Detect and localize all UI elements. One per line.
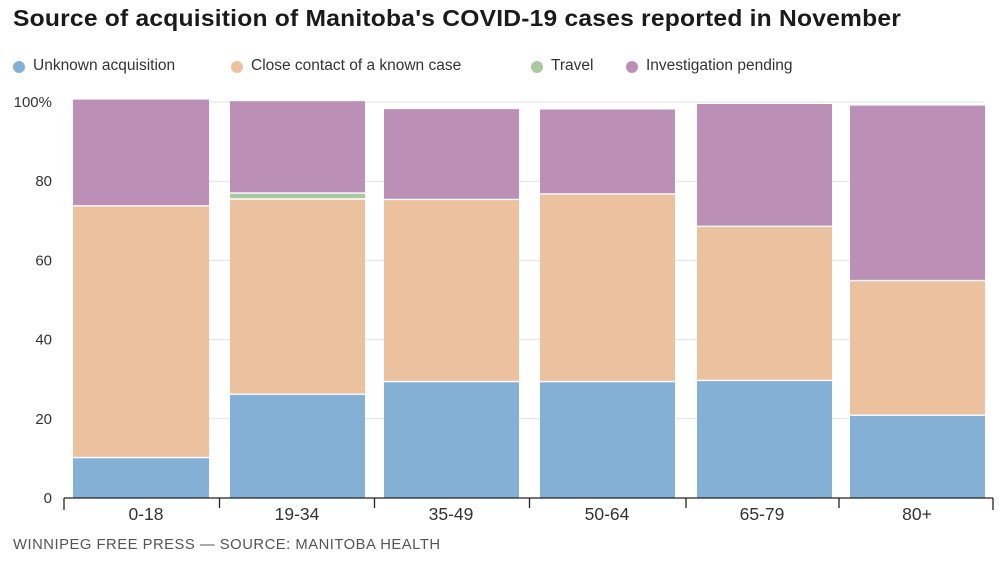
svg-text:19-34: 19-34 <box>275 504 320 524</box>
svg-text:60: 60 <box>35 252 52 269</box>
svg-text:20: 20 <box>35 411 52 428</box>
svg-text:0-18: 0-18 <box>128 504 163 524</box>
svg-text:100%: 100% <box>14 94 52 111</box>
svg-text:50-64: 50-64 <box>585 504 630 524</box>
svg-text:80: 80 <box>35 173 52 190</box>
svg-text:40: 40 <box>35 332 52 349</box>
svg-text:0: 0 <box>44 490 52 507</box>
svg-text:80+: 80+ <box>902 504 932 524</box>
svg-text:65-79: 65-79 <box>740 504 785 524</box>
svg-text:35-49: 35-49 <box>429 504 474 524</box>
